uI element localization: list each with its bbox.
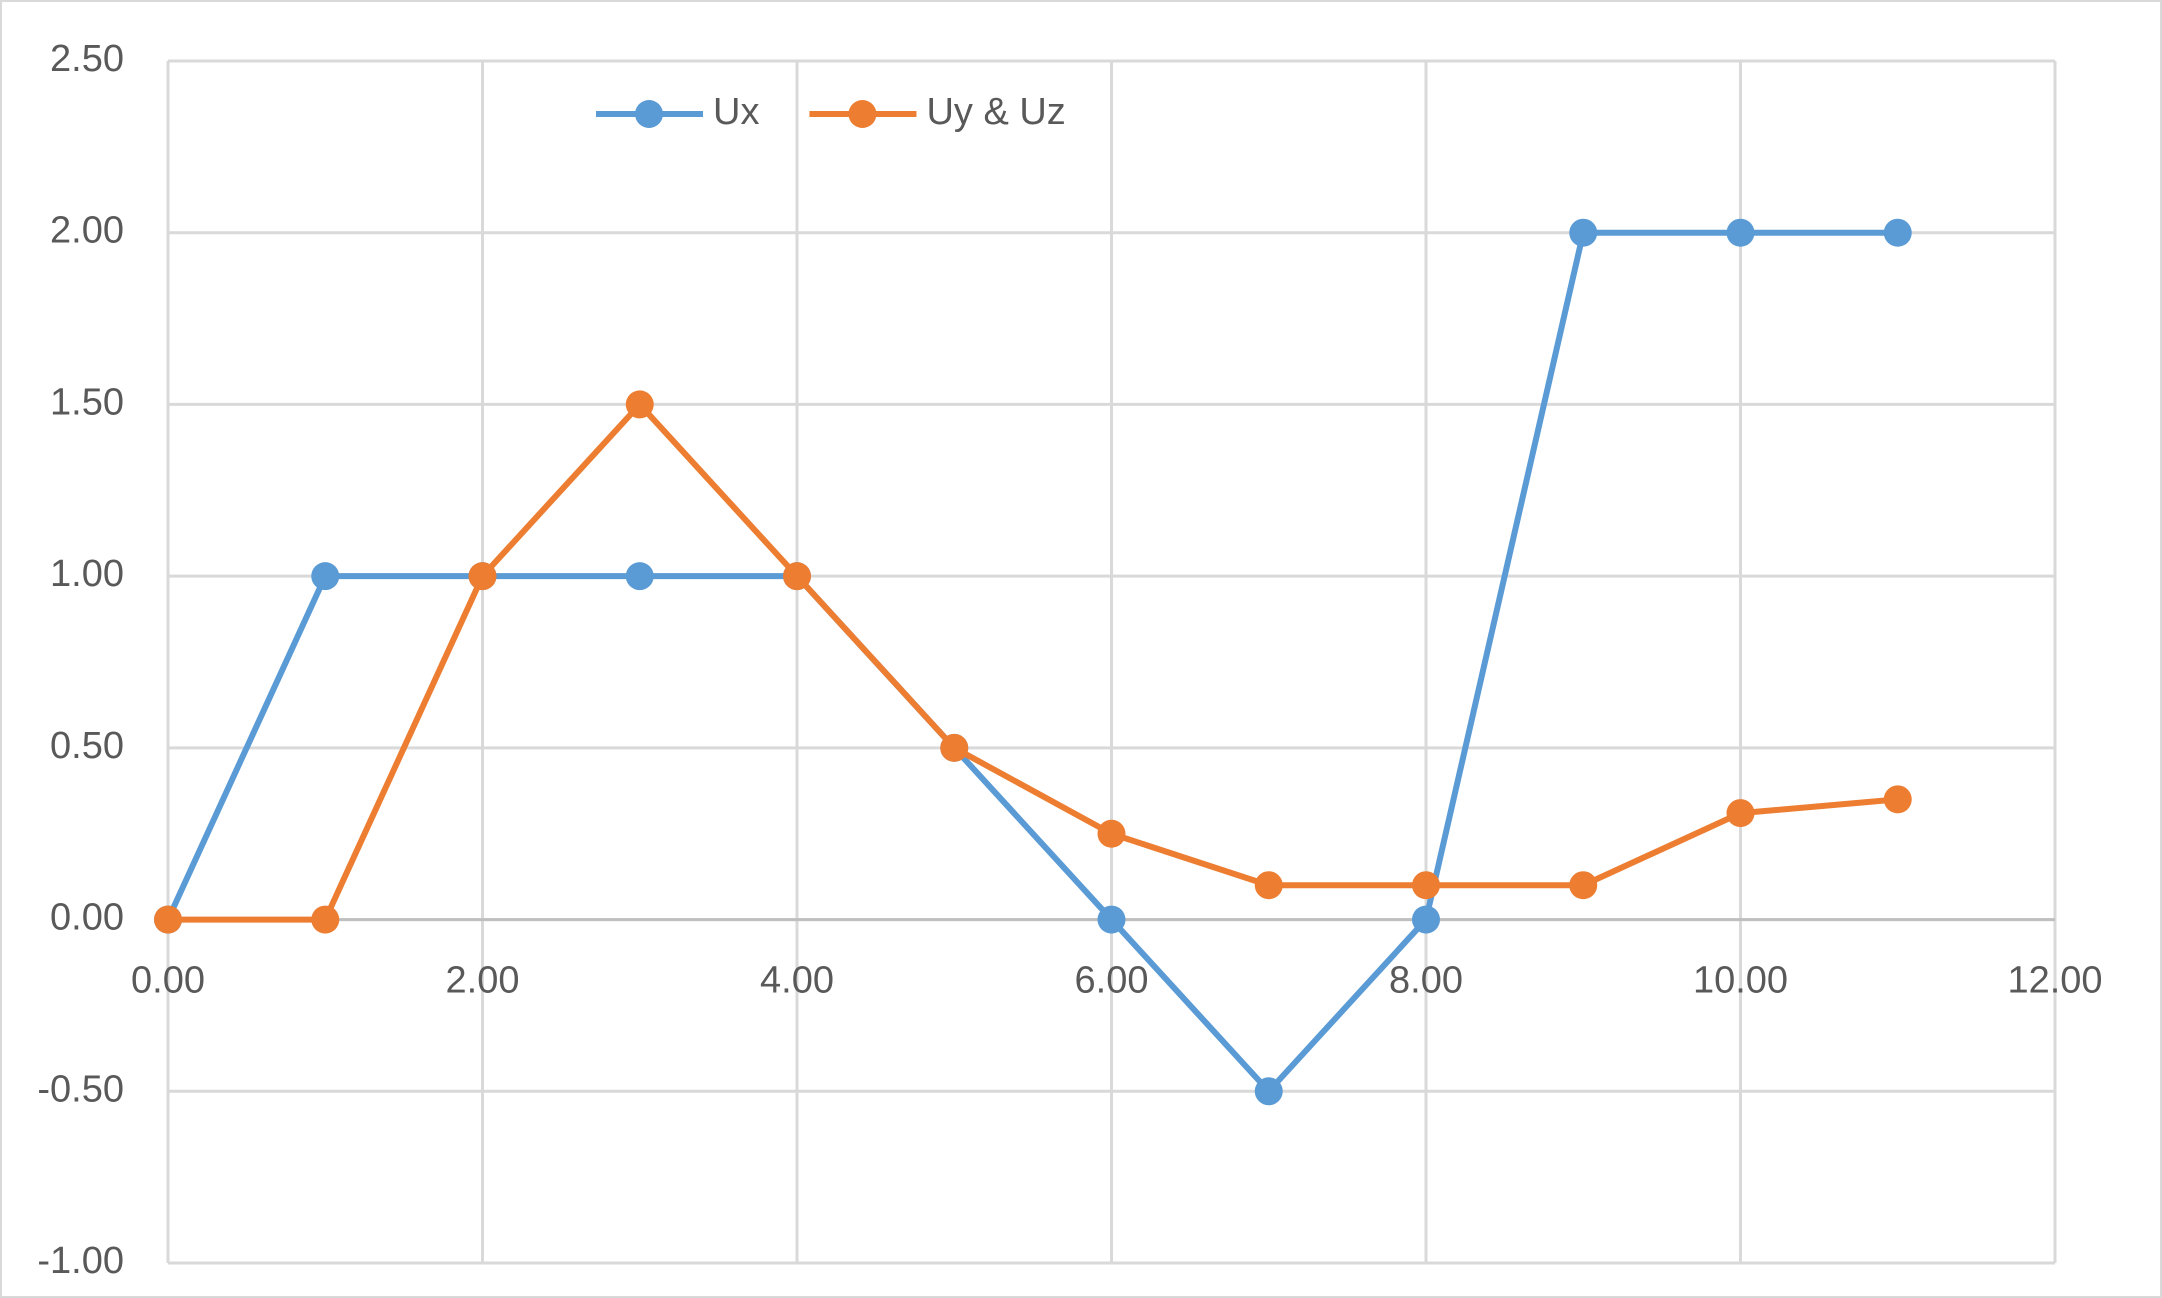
data-point — [1883, 785, 1912, 814]
data-point — [1569, 218, 1598, 247]
data-point — [1097, 819, 1126, 848]
legend-label: Uy & Uz — [926, 91, 1065, 133]
series-line — [168, 401, 1899, 923]
data-point — [1254, 871, 1283, 900]
series-line — [165, 229, 1898, 1095]
data-point — [1412, 905, 1440, 934]
x-tick-label: 2.00 — [446, 960, 520, 1002]
data-point — [1412, 871, 1440, 900]
data-point — [311, 562, 340, 591]
y-tick-label: 2.00 — [50, 210, 124, 252]
y-tick-label: 0.50 — [50, 725, 124, 767]
y-tick-label: -1.00 — [37, 1240, 124, 1282]
data-point — [940, 733, 969, 762]
legend-marker — [848, 100, 877, 128]
y-tick-label: -0.50 — [37, 1068, 124, 1110]
data-point — [625, 390, 654, 419]
x-tick-label: 0.00 — [131, 960, 205, 1002]
x-tick-label: 6.00 — [1075, 960, 1149, 1002]
data-point — [1254, 1077, 1283, 1106]
y-tick-label: 1.50 — [50, 381, 124, 423]
data-point — [783, 562, 811, 591]
legend-label: Ux — [713, 91, 759, 133]
data-point — [1883, 218, 1912, 247]
x-tick-label: 8.00 — [1389, 960, 1463, 1002]
data-point — [311, 905, 340, 934]
data-point — [1569, 871, 1598, 900]
y-tick-label: 2.50 — [50, 38, 124, 80]
legend-marker — [635, 100, 663, 128]
data-point — [154, 905, 182, 934]
data-point — [1726, 218, 1755, 247]
data-point — [1726, 799, 1755, 828]
x-tick-label: 4.00 — [760, 960, 834, 1002]
data-point — [1097, 905, 1126, 934]
y-tick-label: 1.00 — [50, 553, 124, 595]
x-tick-label: 10.00 — [1693, 960, 1788, 1002]
x-tick-label: 12.00 — [2007, 960, 2102, 1002]
data-point — [625, 562, 654, 591]
y-tick-label: 0.00 — [50, 897, 124, 939]
data-point — [468, 562, 497, 591]
